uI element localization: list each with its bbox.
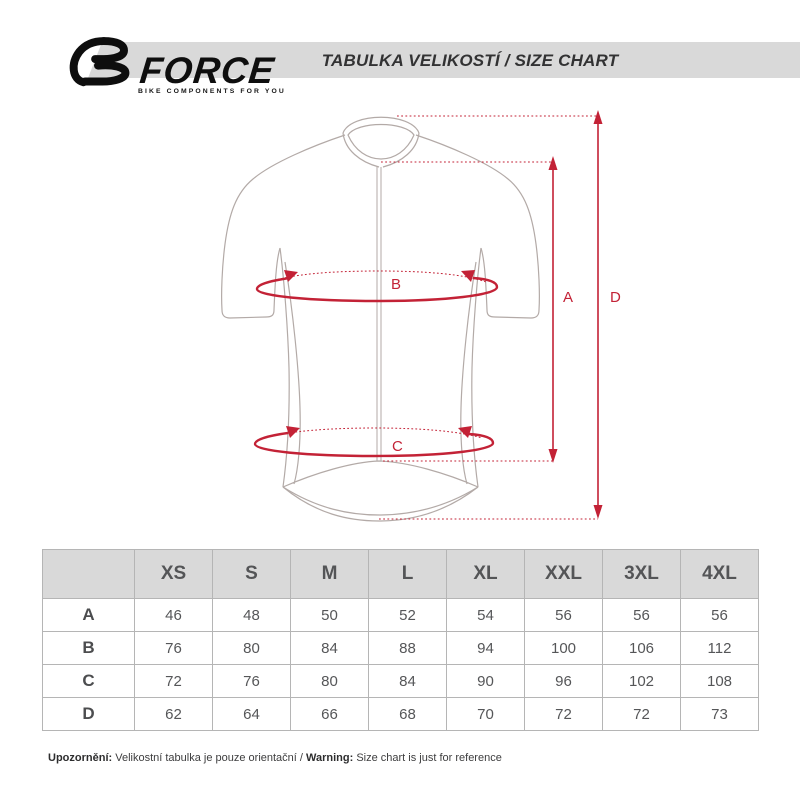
force-emblem-icon	[69, 37, 130, 87]
cell-b-xs: 76	[134, 631, 213, 665]
cell-b-3xl: 106	[602, 631, 681, 665]
footnote-label-cs: Upozornění:	[48, 752, 113, 764]
cell-d-3xl: 72	[602, 697, 681, 731]
hoop-B-arrow-right	[461, 270, 475, 282]
hoop-B-back	[265, 270, 487, 284]
cell-b-4xl: 112	[680, 631, 759, 665]
col-header-xs: XS	[134, 549, 213, 599]
cell-b-m: 84	[290, 631, 369, 665]
collar-side-left	[342, 132, 380, 168]
tail-hem-outer	[282, 486, 479, 522]
force-logo: FORCE BIKE COMPONENTS FOR YOU	[58, 34, 298, 100]
footnote: Upozornění: Velikostní tabulka je pouze …	[48, 752, 502, 764]
hoop-C-arrow-right	[458, 426, 472, 438]
footnote-label-en: Warning:	[306, 752, 354, 764]
side-seam-right-2	[460, 261, 477, 485]
cell-b-xl: 94	[446, 631, 525, 665]
cell-a-l: 52	[368, 598, 447, 632]
measure-label-d: D	[610, 289, 621, 306]
sleeve-right	[415, 134, 540, 319]
hoop-C-arrow-left	[286, 426, 300, 438]
cell-c-l: 84	[368, 664, 447, 698]
cell-b-l: 88	[368, 631, 447, 665]
jersey-outline	[221, 116, 540, 522]
side-seam-right	[471, 247, 482, 488]
collar-inner	[347, 123, 415, 160]
cell-a-4xl: 56	[680, 598, 759, 632]
brand-tagline: BIKE COMPONENTS FOR YOU	[138, 88, 286, 95]
col-header-xxl: XXL	[524, 549, 603, 599]
cell-d-xxl: 72	[524, 697, 603, 731]
measure-label-c: C	[392, 438, 403, 455]
sleeve-left	[221, 134, 346, 319]
cell-d-4xl: 73	[680, 697, 759, 731]
jersey-diagram	[221, 110, 603, 522]
col-header-xl: XL	[446, 549, 525, 599]
header-banner	[88, 42, 800, 78]
side-seam-left-2	[284, 261, 301, 485]
cell-c-4xl: 108	[680, 664, 759, 698]
col-header-l: L	[368, 549, 447, 599]
row-label-c: C	[42, 664, 135, 698]
cell-c-xxl: 96	[524, 664, 603, 698]
arrow-D-head-bottom	[593, 505, 603, 519]
arrow-A-head-top	[548, 156, 558, 170]
col-header-3xl: 3XL	[602, 549, 681, 599]
hoop-B-arrow-left	[284, 270, 298, 282]
cell-a-xxl: 56	[524, 598, 603, 632]
table-header-row: XS S M L XL XXL 3XL 4XL	[42, 549, 759, 599]
zipper	[376, 167, 382, 461]
arrow-D-head-top	[593, 110, 603, 124]
cell-a-3xl: 56	[602, 598, 681, 632]
measure-label-b: B	[391, 276, 402, 293]
cell-c-m: 80	[290, 664, 369, 698]
cell-c-xl: 90	[446, 664, 525, 698]
cell-d-l: 68	[368, 697, 447, 731]
tail-hem-inner	[282, 486, 479, 516]
table-row-a: A 46 48 50 52 54 56 56 56	[42, 598, 759, 632]
cell-c-s: 76	[212, 664, 291, 698]
front-hem	[282, 460, 479, 488]
collar-side-right	[382, 132, 420, 168]
arrow-A-head-bottom	[548, 449, 558, 463]
row-label-b: B	[42, 631, 135, 665]
cell-b-s: 80	[212, 631, 291, 665]
size-table: XS S M L XL XXL 3XL 4XL A 46 48 50 52 54…	[42, 549, 759, 731]
cell-c-3xl: 102	[602, 664, 681, 698]
measure-label-a: A	[563, 289, 574, 306]
cell-b-xxl: 100	[524, 631, 603, 665]
cell-a-xl: 54	[446, 598, 525, 632]
table-row-c: C 72 76 80 84 90 96 102 108	[42, 664, 759, 698]
collar-outer	[342, 116, 420, 134]
cell-d-xl: 70	[446, 697, 525, 731]
col-header-s: S	[212, 549, 291, 599]
cell-a-s: 48	[212, 598, 291, 632]
footnote-text-cs: Velikostní tabulka je pouze orientační /	[112, 752, 307, 764]
cell-d-s: 64	[212, 697, 291, 731]
cell-d-xs: 62	[134, 697, 213, 731]
measurement-annotations	[253, 110, 603, 520]
cell-c-xs: 72	[134, 664, 213, 698]
footnote-text-en: Size chart is just for reference	[353, 752, 502, 764]
side-seam-left	[279, 247, 290, 488]
table-corner-cell	[42, 549, 135, 599]
cell-a-m: 50	[290, 598, 369, 632]
table-row-b: B 76 80 84 88 94 100 106 112	[42, 631, 759, 665]
row-label-d: D	[42, 697, 135, 731]
page-title: TABULKA VELIKOSTÍ / SIZE CHART	[321, 51, 619, 70]
cell-d-m: 66	[290, 697, 369, 731]
hoop-C-front	[253, 431, 495, 458]
col-header-m: M	[290, 549, 369, 599]
hoop-B-front	[255, 276, 499, 303]
cell-a-xs: 46	[134, 598, 213, 632]
hoop-C-back	[263, 427, 483, 439]
table-row-d: D 62 64 66 68 70 72 72 73	[42, 697, 759, 731]
row-label-a: A	[42, 598, 135, 632]
col-header-4xl: 4XL	[680, 549, 759, 599]
